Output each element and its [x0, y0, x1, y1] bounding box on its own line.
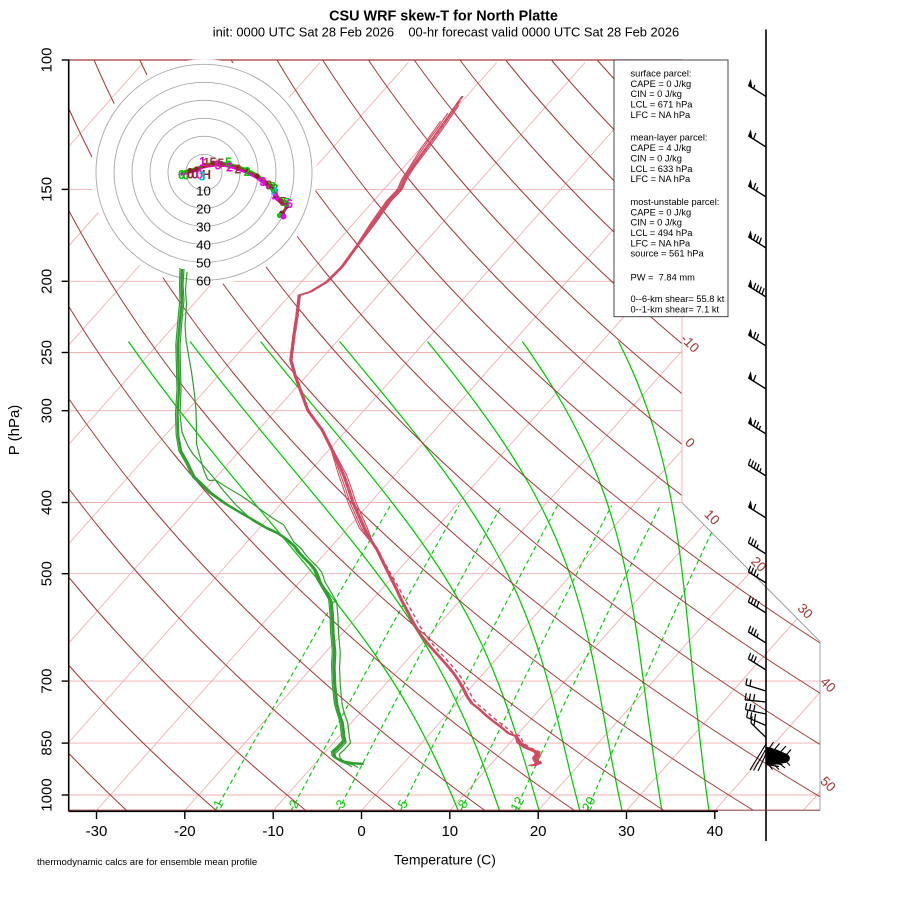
- svg-text:0: 0: [196, 168, 203, 182]
- svg-text:4: 4: [272, 190, 279, 204]
- svg-text:10: 10: [196, 183, 211, 198]
- svg-text:3: 3: [269, 180, 276, 194]
- svg-text:LFC = NA hPa: LFC = NA hPa: [631, 174, 692, 184]
- svg-text:3: 3: [266, 178, 273, 192]
- svg-text:init: 0000 UTC Sat 28 Feb 2026: init: 0000 UTC Sat 28 Feb 2026 00-hr for…: [213, 25, 679, 40]
- svg-text:0: 0: [357, 823, 365, 840]
- svg-text:2: 2: [244, 165, 251, 179]
- svg-text:H: H: [202, 168, 211, 182]
- svg-text:250: 250: [39, 340, 56, 365]
- svg-text:surface parcel:: surface parcel:: [631, 69, 692, 79]
- svg-text:30: 30: [618, 823, 635, 840]
- svg-text:LCL = 633 hPa: LCL = 633 hPa: [631, 164, 694, 174]
- svg-text:PW = 7.84 mm: PW = 7.84 mm: [631, 273, 696, 283]
- svg-text:3: 3: [272, 182, 279, 196]
- svg-text:Temperature (C): Temperature (C): [394, 852, 496, 868]
- svg-text:0: 0: [192, 168, 199, 182]
- svg-text:-30: -30: [86, 823, 108, 840]
- svg-text:-10: -10: [262, 823, 284, 840]
- svg-text:3: 3: [199, 170, 206, 184]
- svg-text:850: 850: [39, 731, 56, 756]
- svg-text:20: 20: [196, 201, 211, 216]
- svg-text:5: 5: [283, 196, 290, 210]
- svg-text:1: 1: [203, 156, 210, 170]
- svg-text:5: 5: [210, 156, 217, 170]
- svg-text:1000: 1000: [39, 778, 56, 811]
- svg-text:20: 20: [579, 794, 599, 814]
- svg-text:10: 10: [441, 823, 458, 840]
- svg-text:200: 200: [39, 269, 56, 294]
- svg-text:5: 5: [215, 158, 222, 172]
- svg-text:40: 40: [196, 237, 211, 252]
- svg-text:4: 4: [271, 185, 278, 199]
- svg-text:400: 400: [39, 490, 56, 515]
- svg-text:0--6-km shear= 55.8 kt: 0--6-km shear= 55.8 kt: [631, 294, 725, 304]
- svg-text:0: 0: [183, 169, 190, 183]
- svg-text:-20: -20: [174, 823, 196, 840]
- svg-text:150: 150: [39, 177, 56, 202]
- svg-text:6: 6: [286, 197, 293, 211]
- svg-text:0: 0: [178, 168, 185, 182]
- svg-text:CSU WRF skew-T for North Platt: CSU WRF skew-T for North Platte: [329, 9, 558, 25]
- svg-text:5: 5: [217, 157, 224, 171]
- svg-text:LCL = 671 hPa: LCL = 671 hPa: [631, 100, 694, 110]
- svg-text:300: 300: [39, 398, 56, 423]
- svg-text:2: 2: [234, 163, 241, 177]
- svg-text:0: 0: [187, 168, 194, 182]
- svg-text:mean-layer parcel:: mean-layer parcel:: [631, 133, 708, 143]
- svg-text:LFC = NA hPa: LFC = NA hPa: [631, 238, 692, 248]
- svg-text:12: 12: [507, 794, 527, 814]
- svg-text:CIN = 0 J/kg: CIN = 0 J/kg: [631, 153, 682, 163]
- svg-text:LCL = 494 hPa: LCL = 494 hPa: [631, 228, 694, 238]
- svg-text:60: 60: [196, 273, 211, 288]
- svg-text:most-unstable parcel:: most-unstable parcel:: [631, 197, 720, 207]
- svg-text:100: 100: [39, 47, 56, 72]
- svg-text:30: 30: [196, 219, 211, 234]
- svg-text:LFC = NA hPa: LFC = NA hPa: [631, 110, 692, 120]
- svg-text:500: 500: [39, 561, 56, 586]
- svg-text:5: 5: [225, 156, 232, 170]
- svg-text:CAPE = 4 J/kg: CAPE = 4 J/kg: [631, 143, 692, 153]
- svg-text:CAPE = 0 J/kg: CAPE = 0 J/kg: [631, 207, 692, 217]
- svg-text:3: 3: [259, 175, 266, 189]
- svg-text:source = 561 hPa: source = 561 hPa: [631, 249, 705, 259]
- svg-text:20: 20: [530, 823, 547, 840]
- svg-text:CIN = 0 J/kg: CIN = 0 J/kg: [631, 89, 682, 99]
- svg-text:40: 40: [706, 823, 723, 840]
- svg-text:thermodynamic calcs are for en: thermodynamic calcs are for ensemble mea…: [37, 857, 257, 868]
- svg-text:CAPE = 0 J/kg: CAPE = 0 J/kg: [631, 79, 692, 89]
- svg-text:CIN = 0 J/kg: CIN = 0 J/kg: [631, 218, 682, 228]
- svg-text:0--1-km shear= 7.1 kt: 0--1-km shear= 7.1 kt: [631, 304, 720, 314]
- svg-text:50: 50: [196, 255, 211, 270]
- svg-text:700: 700: [39, 669, 56, 694]
- svg-text:1: 1: [199, 155, 206, 169]
- svg-text:2: 2: [226, 161, 233, 175]
- svg-text:5: 5: [280, 195, 287, 209]
- svg-text:P (hPa): P (hPa): [6, 405, 23, 456]
